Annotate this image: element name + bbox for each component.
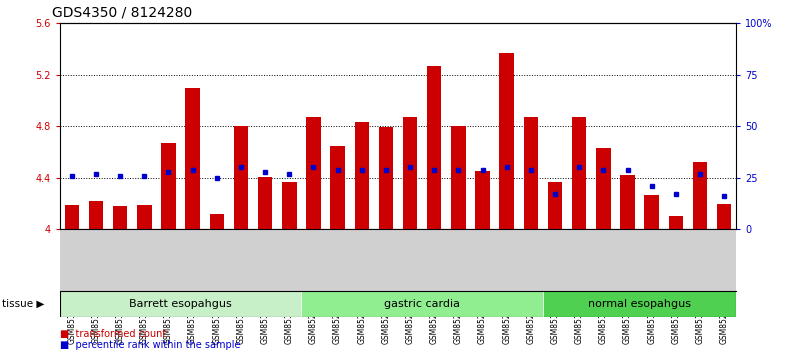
Bar	[596, 148, 611, 229]
Bar	[427, 65, 442, 229]
Bar	[475, 171, 490, 229]
Bar	[161, 143, 176, 229]
Bar	[354, 122, 369, 229]
Bar	[543, 291, 736, 317]
Bar	[693, 162, 708, 229]
Bar	[113, 206, 127, 229]
Text: ■  transformed count: ■ transformed count	[60, 329, 166, 339]
Bar	[500, 53, 514, 229]
Text: GDS4350 / 8124280: GDS4350 / 8124280	[52, 5, 192, 19]
Bar	[451, 126, 466, 229]
Bar	[669, 217, 683, 229]
Bar	[209, 214, 224, 229]
Bar	[302, 291, 543, 317]
Bar	[306, 117, 321, 229]
Bar	[572, 117, 587, 229]
Bar	[330, 145, 345, 229]
Bar	[379, 127, 393, 229]
Bar	[258, 177, 272, 229]
Bar	[282, 182, 296, 229]
Bar	[64, 205, 79, 229]
Bar	[645, 195, 659, 229]
Bar	[548, 182, 562, 229]
Bar	[137, 205, 151, 229]
Text: Barrett esopahgus: Barrett esopahgus	[129, 299, 232, 309]
Bar	[60, 291, 302, 317]
Text: normal esopahgus: normal esopahgus	[588, 299, 691, 309]
Text: tissue ▶: tissue ▶	[2, 299, 44, 309]
Text: gastric cardia: gastric cardia	[384, 299, 460, 309]
Bar	[403, 117, 417, 229]
Bar	[620, 175, 635, 229]
Bar	[524, 117, 538, 229]
Bar	[185, 87, 200, 229]
Bar	[88, 201, 103, 229]
Text: ■  percentile rank within the sample: ■ percentile rank within the sample	[60, 341, 240, 350]
Bar	[234, 126, 248, 229]
Bar	[717, 204, 732, 229]
